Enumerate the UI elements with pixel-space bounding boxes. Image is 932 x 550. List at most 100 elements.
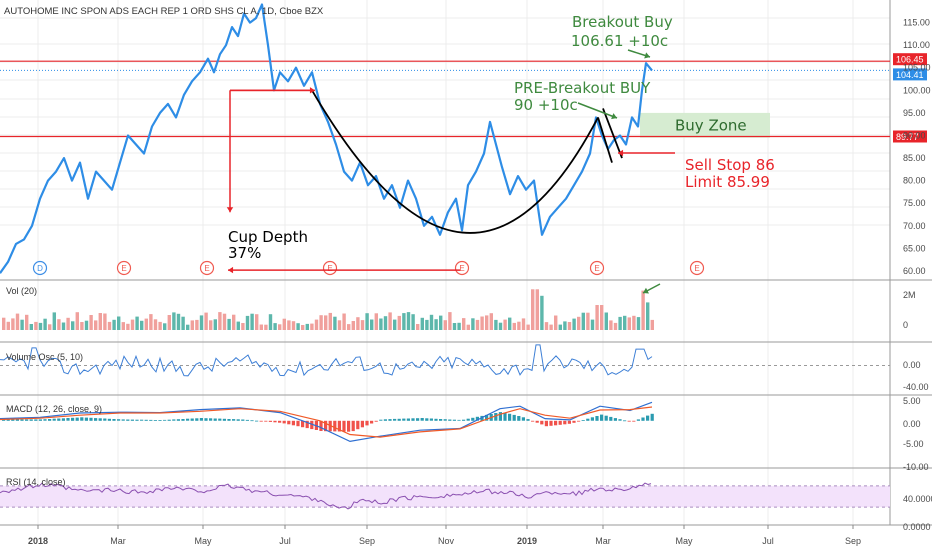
macd-histogram-bar (439, 419, 443, 421)
pre-breakout-title: PRE-Breakout BUY (514, 79, 651, 97)
volume-bar (526, 324, 530, 330)
macd-histogram-bar (411, 418, 415, 421)
y-tick-label: 75.00 (903, 198, 926, 208)
volume-bar (190, 320, 194, 330)
volume-bar (517, 321, 521, 330)
volume-bar (347, 324, 351, 330)
macd-histogram-bar (554, 420, 558, 426)
event-marker-circle (32, 260, 48, 276)
price-tags: 106.45 104.41 89.77 (893, 53, 927, 143)
volume-bar (411, 314, 415, 330)
event-marker-circle (589, 260, 605, 276)
volume-bars (2, 289, 654, 330)
volume-bar (71, 321, 75, 330)
macd-histogram-bar (6, 419, 10, 421)
macd-histogram-bar (567, 420, 571, 424)
macd-histogram-bar (397, 418, 401, 421)
macd-histogram-bar (176, 419, 180, 421)
macd-histogram-bar (291, 420, 295, 426)
macd-histogram-bar (324, 420, 328, 432)
x-tick-label: Mar (110, 536, 126, 546)
volume-bar (475, 319, 480, 330)
y-tick-label: 40.0000 (903, 494, 932, 504)
macd-histogram-bar (549, 420, 553, 426)
volume-bar (595, 305, 599, 330)
buy-zone-rect (640, 112, 770, 138)
volume-bar (121, 322, 125, 330)
macd-histogram-bar (236, 419, 240, 421)
volume-bar (434, 319, 438, 330)
volume-bar (342, 313, 346, 330)
volume-bar (402, 313, 406, 330)
macd-histogram-bar (305, 420, 309, 429)
macd-histogram-bar (494, 413, 498, 421)
macd-histogram-bar (255, 420, 259, 422)
macd-histogram-bar (273, 420, 277, 423)
macd-histogram-bar (34, 419, 38, 421)
macd-histogram-bar (195, 418, 199, 421)
macd-histogram-bar (121, 419, 125, 421)
volume-bar (227, 318, 231, 330)
volume-bar (94, 320, 98, 330)
macd-histogram-bar (296, 420, 300, 427)
arrow-head (643, 287, 649, 294)
volume-bar (89, 315, 93, 330)
volume-bar (379, 318, 383, 330)
x-tick-label: 2018 (28, 536, 48, 546)
volume-bar (107, 321, 112, 330)
macd-histogram-bar (517, 416, 521, 421)
volume-bar (117, 316, 121, 330)
y-tick-label: 90.00 (903, 131, 926, 141)
macd-histogram-bar (429, 418, 433, 421)
macd-histogram-bar (466, 418, 470, 421)
volume-bar (485, 315, 489, 330)
macd-histogram-bar (163, 419, 167, 421)
y-axis: 115.00 110.00 105.00 100.00 95.00 90.00 85.00 8… (903, 18, 932, 532)
volume-bar (535, 289, 539, 330)
volume-bar (80, 322, 84, 330)
macd-pane (0, 401, 654, 443)
event-marker-label: E (204, 264, 209, 273)
macd-histogram-bar (103, 418, 107, 421)
macd-pane-title: MACD (12, 26, close, 9) (6, 404, 102, 414)
volume-bar (130, 319, 135, 330)
macd-histogram-bar (112, 419, 116, 421)
cup-depth-pct: 37% (228, 244, 261, 262)
arrow-head (618, 149, 624, 157)
volume-bar (57, 319, 61, 330)
volume-bar (324, 315, 328, 330)
macd-histogram-bar (595, 416, 599, 421)
price-line (0, 3, 653, 274)
event-marker-label: D (37, 264, 43, 273)
volume-bar (61, 322, 66, 330)
event-marker-circle (689, 260, 705, 276)
y-tick-label: 70.00 (903, 221, 926, 231)
macd-histogram-bar (333, 420, 337, 432)
volume-bar (462, 318, 466, 330)
volume-bar (388, 312, 392, 330)
macd-histogram-bar (190, 418, 194, 421)
volume-bar (204, 312, 208, 330)
volume-bar (554, 315, 558, 330)
arrow-head (226, 207, 234, 213)
x-tick-label: 2019 (517, 536, 537, 546)
macd-histogram-bar (29, 419, 33, 421)
macd-histogram-bar (2, 419, 6, 421)
macd-histogram-bar (425, 418, 429, 421)
volume-osc-line (0, 344, 653, 377)
rsi-pane-title: RSI (14, close) (6, 477, 66, 487)
macd-histogram-bar (52, 418, 56, 421)
macd-histogram-bar (61, 418, 65, 421)
macd-histogram-bar (641, 417, 645, 421)
macd-histogram-bar (209, 418, 213, 421)
macd-histogram-bar (503, 412, 507, 421)
y-tick-label: 115.00 (903, 18, 930, 28)
volume-bar (448, 312, 452, 330)
macd-histogram-bar (149, 419, 153, 421)
volume-bar (604, 312, 608, 330)
macd-histogram-bar (213, 418, 217, 421)
macd-histogram-bar (448, 419, 452, 421)
macd-histogram-bar (618, 419, 622, 421)
volume-bar (632, 315, 636, 330)
